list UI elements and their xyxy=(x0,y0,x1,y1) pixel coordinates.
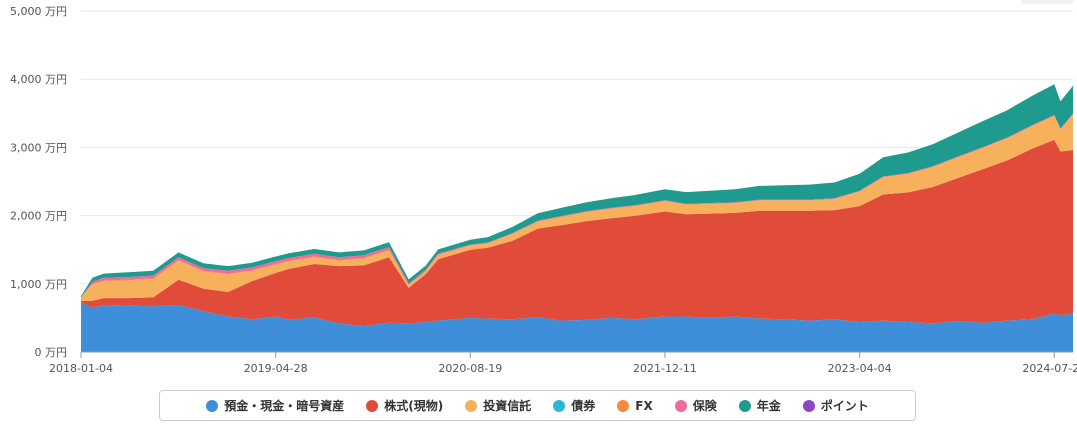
legend-label: 年金 xyxy=(756,399,781,413)
y-tick-label: 3,000 万円 xyxy=(10,141,67,154)
x-tick-label: 2023-04-04 xyxy=(828,362,892,375)
y-tick-label: 1,000 万円 xyxy=(10,278,67,291)
legend-dot-icon xyxy=(738,399,751,412)
legend-label: 保険 xyxy=(692,399,717,413)
legend-label: 預金・現金・暗号資産 xyxy=(224,399,345,413)
legend-dot-icon xyxy=(617,399,630,412)
y-tick-label: 0 万円 xyxy=(35,346,68,359)
x-tick-label: 2020-08-19 xyxy=(438,362,502,375)
legend-item[interactable]: 預金・現金・暗号資産 xyxy=(206,397,344,414)
legend-item[interactable]: 年金 xyxy=(738,397,781,414)
x-tick-label: 2021-12-11 xyxy=(633,362,697,375)
legend-label: 株式(現物) xyxy=(384,399,444,413)
legend-dot-icon xyxy=(366,399,379,412)
legend-item[interactable]: 債券 xyxy=(553,397,595,414)
legend-label: FX xyxy=(635,398,653,413)
x-tick-label: 2019-04-28 xyxy=(244,362,308,375)
legend-label: ポイント xyxy=(820,399,869,413)
y-tick-label: 4,000 万円 xyxy=(10,73,67,86)
legend-item[interactable]: 保険 xyxy=(674,397,717,414)
legend-item[interactable]: 投資信託 xyxy=(465,397,531,414)
legend-label: 投資信託 xyxy=(483,399,532,413)
legend-item[interactable]: 株式(現物) xyxy=(366,397,443,414)
menu-button[interactable] xyxy=(1021,0,1073,4)
legend-dot-icon xyxy=(674,399,687,412)
legend-dot-icon xyxy=(465,399,478,412)
legend-dot-icon xyxy=(553,399,566,412)
legend: 預金・現金・暗号資産 株式(現物) 投資信託 債券 FX 保険 年金 ポイント xyxy=(159,390,916,421)
x-axis-ticks: 2018-01-04 2019-04-28 2020-08-19 2021-12-11… xyxy=(49,352,1077,375)
x-tick-label: 2024-07-26 xyxy=(1022,362,1077,375)
stacked-area-chart: 0 万円 1,000 万円 2,000 万円 3,000 万円 4,000 万円 5,00… xyxy=(10,5,1077,375)
y-tick-label: 5,000 万円 xyxy=(10,5,67,18)
legend-item[interactable]: FX xyxy=(617,398,653,413)
x-tick-label: 2018-01-04 xyxy=(49,362,113,375)
y-axis-ticks: 0 万円 1,000 万円 2,000 万円 3,000 万円 4,000 万円 5,00… xyxy=(10,5,67,359)
area-3e8ed9 xyxy=(81,302,1073,352)
legend-dot-icon xyxy=(206,399,219,412)
y-tick-label: 2,000 万円 xyxy=(10,210,67,223)
legend-dot-icon xyxy=(802,399,815,412)
legend-item[interactable]: ポイント xyxy=(802,397,869,414)
area-e04b3a xyxy=(81,139,1073,327)
legend-label: 債券 xyxy=(571,399,596,413)
area-series xyxy=(81,84,1073,352)
